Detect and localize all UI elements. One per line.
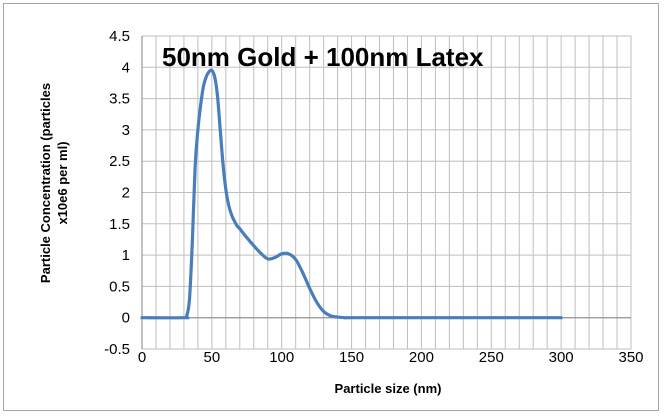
x-tick-label: 50 [204,349,221,366]
x-tick-label: 300 [549,349,574,366]
y-axis-title-line-1: Particle Concentration (particles [38,83,53,283]
chart-svg: -0.5 0 0.5 1 1.5 2 2.5 3 3.5 4 4.5 0 50 100 150 200 250 3… [38,28,644,396]
y-tick-label: 2.5 [109,153,130,170]
tick-labels: -0.5 0 0.5 1 1.5 2 2.5 3 3.5 4 4.5 0 50 100 150 200 250 3… [104,28,643,366]
y-tick-label: 0.5 [109,278,130,295]
y-tick-label: 1 [122,247,130,264]
x-tick-label: 100 [269,349,294,366]
x-tick-label: 150 [339,349,364,366]
y-tick-label: 4 [122,59,130,76]
y-tick-label: 0 [122,310,130,327]
gridlines [142,35,632,350]
y-tick-label: 3 [122,122,130,139]
series-layer [140,68,563,320]
x-axis-title: Particle size (nm) [335,381,442,396]
y-tick-label: 2 [122,185,130,202]
y-tick-label: -0.5 [104,341,130,358]
y-axis-title-line-2: x10e6 per ml) [55,141,70,224]
x-tick-label: 350 [618,349,643,366]
chart-frame: -0.5 0 0.5 1 1.5 2 2.5 3 3.5 4 4.5 0 50 100 150 200 250 3… [3,3,659,411]
x-tick-label: 200 [409,349,434,366]
x-tick-label: 250 [479,349,504,366]
y-tick-label: 1.5 [109,216,130,233]
y-tick-label: 3.5 [109,91,130,108]
x-tick-label: 0 [138,349,146,366]
series-line [140,68,563,320]
y-tick-label: 4.5 [109,28,130,45]
chart-title: 50nm Gold + 100nm Latex [162,42,484,72]
